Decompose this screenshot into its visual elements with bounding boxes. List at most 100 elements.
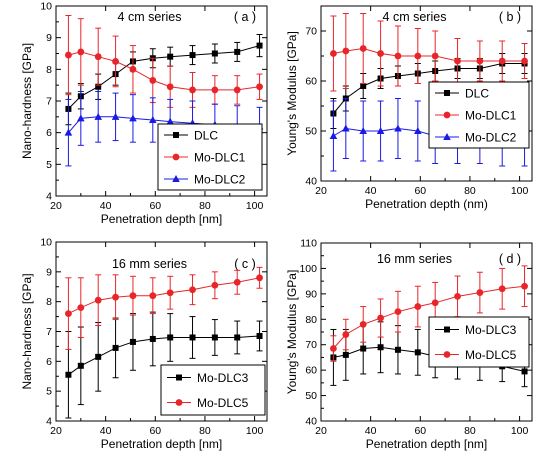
data-point — [166, 83, 174, 91]
data-point — [234, 334, 241, 341]
data-point — [189, 86, 196, 94]
data-point — [167, 53, 174, 60]
x-axis-label: Penetration depth [nm] — [101, 437, 222, 451]
y-tick-label: 4 — [46, 191, 52, 203]
data-point — [77, 362, 84, 369]
data-point — [414, 127, 422, 134]
x-tick-label: 40 — [365, 185, 377, 197]
x-axis-label: Penetration depth [nm] — [366, 437, 487, 451]
data-point — [414, 349, 421, 356]
data-point — [476, 57, 484, 65]
data-point — [377, 50, 384, 57]
x-tick-label: 80 — [199, 425, 211, 437]
data-point — [189, 334, 196, 341]
series-Mo-DLC1 — [65, 15, 263, 108]
data-point — [189, 52, 196, 59]
data-point — [454, 57, 461, 65]
legend-box — [428, 316, 530, 368]
legend-label: Mo-DLC5 — [197, 396, 249, 410]
chart-title: 4 cm series — [383, 10, 447, 24]
data-point — [359, 320, 367, 328]
series-Mo-DLC3 — [65, 311, 263, 419]
chart-title: 4 cm series — [118, 10, 182, 24]
data-point — [431, 299, 439, 307]
data-point — [65, 51, 72, 59]
data-point — [394, 52, 402, 60]
y-tick-label: 70 — [305, 26, 317, 38]
y-tick-label: 110 — [300, 238, 317, 250]
legend: DLC Mo-DLC1 Mo-DLC2 — [428, 81, 530, 149]
y-tick-label: 40 — [305, 176, 317, 188]
data-point — [112, 293, 119, 301]
legend-marker — [173, 132, 179, 138]
data-point — [360, 345, 367, 352]
data-point — [342, 47, 350, 55]
y-tick-label: 7 — [46, 326, 52, 338]
legend-marker — [443, 111, 451, 119]
data-point — [431, 52, 439, 60]
data-point — [414, 303, 422, 310]
y-tick-label: 6 — [46, 127, 52, 139]
legend-label: Mo-DLC3 — [465, 323, 517, 337]
y-tick-label: 10 — [40, 1, 52, 13]
series-Mo-DLC5 — [330, 265, 528, 362]
y-tick-label: 6 — [46, 356, 52, 368]
y-axis-label: Nano-hardness [GPa] — [20, 273, 34, 389]
data-point — [94, 112, 102, 120]
legend-marker — [172, 153, 180, 161]
x-tick-label: 60 — [149, 425, 161, 437]
data-point — [342, 351, 349, 358]
legend: Mo-DLC3 Mo-DLC5 — [428, 316, 530, 368]
x-tick-label: 40 — [100, 425, 112, 437]
data-point — [149, 77, 157, 84]
x-tick-label: 60 — [149, 200, 161, 212]
x-axis-label: Penetration depth [nm] — [101, 212, 222, 226]
legend-marker — [176, 374, 182, 381]
data-point — [211, 334, 218, 341]
data-point — [414, 52, 422, 60]
data-point — [476, 289, 484, 296]
series-Mo-DLC1 — [330, 13, 528, 92]
data-point — [166, 289, 174, 297]
data-point — [77, 304, 85, 312]
x-tick-label: 40 — [100, 200, 112, 212]
x-tick-label: 60 — [414, 185, 426, 197]
panel-label: ( b ) — [499, 10, 521, 24]
data-point — [149, 292, 157, 300]
legend: Mo-DLC3 Mo-DLC5 — [160, 364, 266, 416]
legend-marker — [172, 175, 180, 182]
x-tick-label: 100 — [246, 200, 264, 212]
data-point — [376, 127, 385, 134]
y-tick-label: 9 — [46, 32, 52, 44]
legend-marker — [175, 399, 183, 406]
x-tick-label: 40 — [365, 425, 377, 437]
legend-label: Mo-DLC1 — [465, 109, 517, 123]
data-point — [167, 334, 174, 341]
series-line — [68, 277, 260, 315]
data-point — [211, 281, 219, 289]
data-point — [359, 45, 367, 52]
legend: DLC Mo-DLC1 Mo-DLC2 — [157, 123, 263, 191]
x-tick-label: 80 — [464, 185, 476, 197]
legend-marker — [443, 351, 451, 358]
series-DLC — [65, 34, 263, 126]
x-axis-label: Penetration depth (nm) — [365, 197, 488, 211]
data-point — [94, 296, 102, 304]
y-tick-label: 50 — [305, 126, 317, 138]
data-point — [498, 57, 506, 65]
data-point — [256, 274, 263, 282]
data-point — [129, 338, 136, 345]
data-point — [359, 127, 367, 134]
x-tick-label: 100 — [246, 425, 264, 437]
data-point — [330, 345, 337, 352]
y-tick-label: 5 — [46, 386, 52, 398]
data-point — [65, 310, 72, 317]
data-point — [149, 335, 156, 342]
y-tick-label: 5 — [46, 159, 52, 171]
y-axis-label: Nano-hardness [GPa] — [20, 43, 34, 159]
data-point — [454, 293, 461, 300]
x-tick-label: 80 — [464, 425, 476, 437]
panel-label: ( a ) — [234, 10, 256, 24]
data-point — [256, 83, 263, 91]
data-point — [149, 116, 157, 123]
